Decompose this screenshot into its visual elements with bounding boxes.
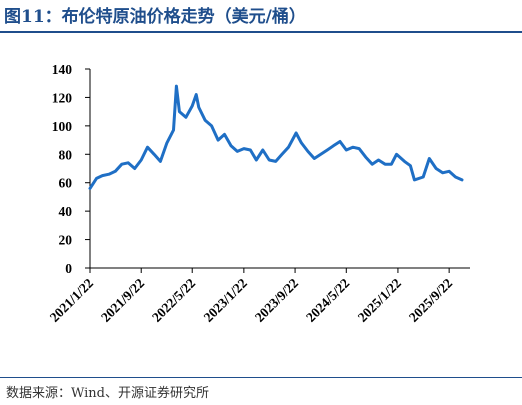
y-tick-label: 20 <box>59 233 73 248</box>
y-tick-label: 120 <box>52 90 73 105</box>
x-axis: 2021/1/22 2021/9/22 2022/5/22 2023/1/22 2023… <box>47 267 470 325</box>
y-tick-label: 40 <box>59 204 73 219</box>
x-tick-label: 2024/5/22 <box>303 275 352 324</box>
chart-title: 图11：布伦特原油价格走势（美元/桶） <box>4 7 306 27</box>
x-tick-label: 2022/5/22 <box>149 275 198 324</box>
y-tick-label: 60 <box>59 176 73 191</box>
y-tick-label: 0 <box>65 261 72 276</box>
y-tick-label: 100 <box>52 119 73 134</box>
y-axis: 0 20 40 60 80 100 120 140 <box>52 62 91 276</box>
y-tick-label: 80 <box>59 147 73 162</box>
series-area <box>88 84 464 190</box>
x-tick-label: 2023/9/22 <box>252 275 301 324</box>
x-tick-label: 2021/1/22 <box>47 275 96 324</box>
source-note: 数据来源：Wind、开源证券研究所 <box>6 386 209 401</box>
x-tick-label: 2023/1/22 <box>201 275 250 324</box>
source-divider <box>0 377 522 378</box>
x-tick-label: 2021/9/22 <box>98 275 147 324</box>
y-tick-label: 140 <box>52 62 73 77</box>
title-divider <box>0 31 522 33</box>
x-tick-label: 2025/9/22 <box>406 275 455 324</box>
x-tick-label: 2025/1/22 <box>355 275 404 324</box>
price-series-line <box>88 84 464 190</box>
